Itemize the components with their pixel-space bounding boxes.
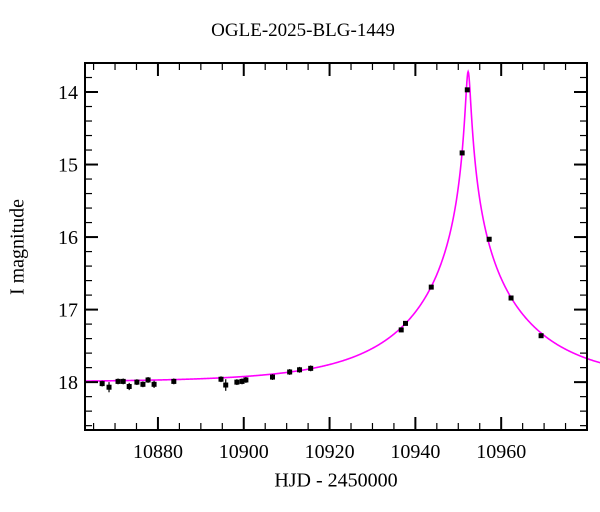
data-point-marker [115, 378, 121, 384]
tick-labels: 10880 10900 10920 10940 10960 14 15 16 17 18 [58, 82, 526, 463]
data-point-marker [538, 333, 544, 339]
data-point-marker [239, 378, 245, 384]
model-curve [85, 69, 600, 382]
data-points [99, 87, 544, 393]
plot-border [84, 62, 588, 431]
data-point-marker [99, 381, 105, 387]
data-point-marker [459, 150, 465, 156]
data-point-marker [140, 381, 146, 387]
data-point-marker [243, 377, 249, 383]
y-tick-label: 14 [58, 82, 78, 104]
data-point-marker [287, 369, 293, 375]
data-point-marker [508, 295, 514, 301]
data-point-marker [145, 377, 151, 383]
x-tick-label: 10960 [476, 441, 526, 463]
data-point-marker [297, 367, 303, 373]
data-point-marker [464, 87, 470, 93]
data-point-marker [486, 236, 492, 242]
data-point-marker [126, 383, 132, 389]
x-tick-label: 10940 [390, 441, 440, 463]
y-axis-label: I magnitude [6, 198, 29, 296]
x-axis-label: HJD - 2450000 [274, 469, 398, 492]
data-point-marker [308, 365, 314, 371]
chart-title: OGLE-2025-BLG-1449 [211, 20, 395, 41]
data-point-marker [120, 378, 126, 384]
data-point-marker [234, 379, 240, 385]
data-point-marker [171, 378, 177, 384]
data-point-marker [134, 379, 140, 385]
data-point-marker [151, 381, 157, 387]
y-tick-label: 17 [58, 300, 78, 322]
data-point-marker [106, 384, 112, 390]
y-tick-label: 16 [58, 227, 78, 249]
x-tick-label: 10920 [305, 441, 355, 463]
x-tick-label: 10880 [133, 441, 183, 463]
data-point-marker [269, 374, 275, 380]
y-tick-label: 15 [58, 155, 78, 177]
data-point-marker [223, 382, 229, 388]
data-point-marker [398, 327, 404, 333]
data-point-marker [428, 284, 434, 290]
microlensing-model-curve [85, 69, 600, 382]
y-tick-label: 18 [58, 372, 78, 394]
x-tick-label: 10900 [219, 441, 269, 463]
axis-ticks [85, 62, 588, 430]
data-point-marker [218, 376, 224, 382]
data-point-marker [403, 320, 409, 326]
